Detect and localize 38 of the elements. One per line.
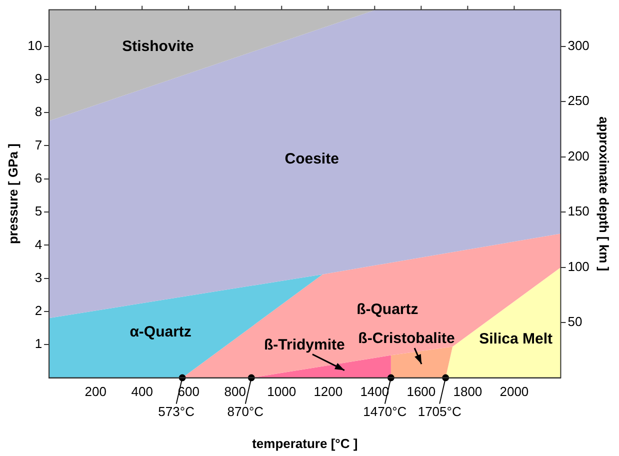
y-axis-title: pressure [ GPa ] bbox=[5, 144, 20, 244]
y-tick-label: 8 bbox=[34, 104, 42, 120]
y-tick-label: 5 bbox=[34, 204, 42, 219]
x-tick-label: 1000 bbox=[267, 384, 296, 400]
y-tick-label: 2 bbox=[34, 303, 42, 318]
series-label: Coesite bbox=[284, 150, 339, 168]
y-tick-label: 6 bbox=[34, 170, 42, 186]
y2-tick-label: 50 bbox=[568, 314, 582, 330]
x-tick-label: 800 bbox=[224, 384, 246, 400]
y2-tick-label: 200 bbox=[568, 148, 590, 164]
y-tick-label: 1 bbox=[34, 336, 42, 352]
y2-tick-label: 300 bbox=[568, 38, 590, 53]
series-label: Silica Melt bbox=[479, 330, 552, 348]
series-label: ß-Tridymite bbox=[264, 336, 345, 354]
y2-tick-label: 250 bbox=[568, 93, 590, 108]
x-tick-label: 1600 bbox=[406, 384, 436, 400]
annotation: 573°C bbox=[158, 404, 194, 419]
y-tick-label: 9 bbox=[34, 71, 42, 86]
y2-tick-label: 150 bbox=[568, 204, 590, 219]
x-tick-label: 1800 bbox=[453, 384, 482, 400]
x-tick-label: 1200 bbox=[314, 384, 343, 400]
y-tick-label: 3 bbox=[34, 270, 42, 285]
annotation: 1705°C bbox=[418, 404, 462, 419]
y-tick-label: 10 bbox=[28, 38, 42, 53]
y-tick-label: 4 bbox=[34, 236, 42, 252]
x-tick-label: 200 bbox=[84, 384, 106, 400]
series-label: Stishovite bbox=[122, 38, 194, 55]
series-label: α-Quartz bbox=[130, 324, 192, 341]
annotation: 870°C bbox=[227, 404, 264, 419]
series-label: ß-Cristobalite bbox=[358, 330, 455, 348]
x-axis-title: temperature [°C ] bbox=[252, 436, 358, 451]
annotation: 1470°C bbox=[363, 404, 407, 419]
y-tick-label: 7 bbox=[34, 137, 42, 152]
x-tick-label: 400 bbox=[131, 384, 153, 400]
y2-axis-title: approximate depth [ km ] bbox=[596, 116, 612, 272]
y2-tick-label: 100 bbox=[568, 258, 590, 274]
x-tick-label: 2000 bbox=[500, 384, 529, 400]
series-label: ß-Quartz bbox=[356, 300, 418, 318]
